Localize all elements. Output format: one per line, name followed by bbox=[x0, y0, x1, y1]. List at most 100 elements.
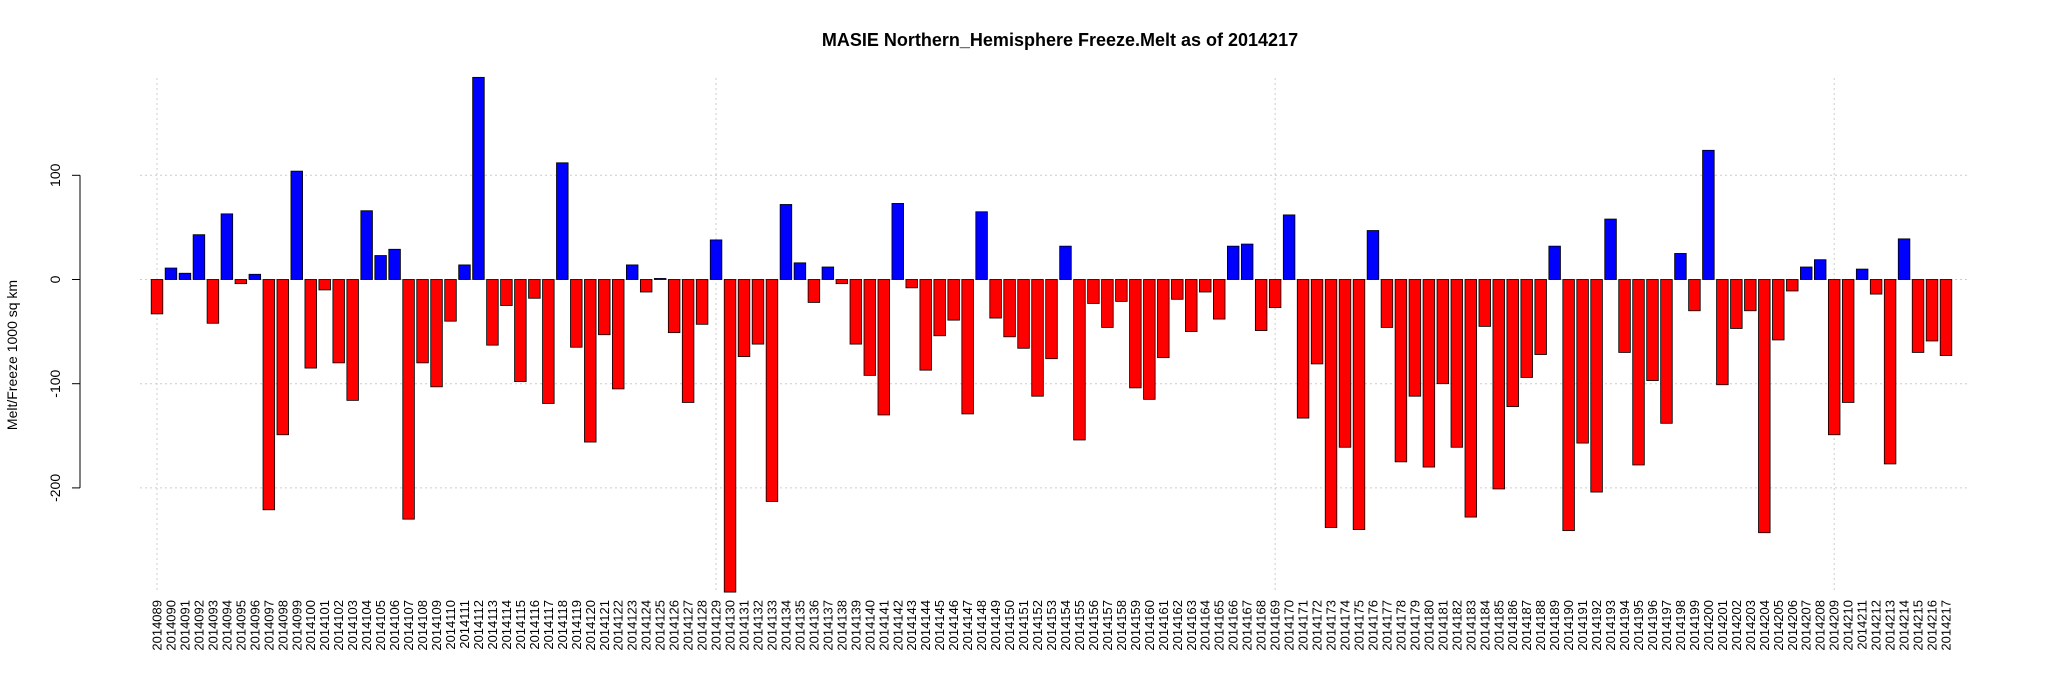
bar-2014110 bbox=[444, 279, 457, 322]
x-tick-label: 2014147 bbox=[960, 600, 975, 651]
x-tick-label: 2014160 bbox=[1142, 600, 1157, 651]
x-tick-label: 2014186 bbox=[1505, 600, 1520, 651]
x-tick-label: 2014196 bbox=[1645, 600, 1660, 651]
x-tick-label: 2014195 bbox=[1631, 600, 1646, 651]
x-tick-label: 2014193 bbox=[1603, 600, 1618, 651]
bar-2014186 bbox=[1506, 279, 1519, 408]
bar-2014121 bbox=[598, 279, 611, 336]
x-tick-label: 2014145 bbox=[932, 600, 947, 651]
bar-2014104 bbox=[360, 210, 373, 280]
x-tick-label: 2014120 bbox=[583, 600, 598, 651]
x-tick-label: 2014170 bbox=[1282, 600, 1297, 651]
bars bbox=[150, 76, 1953, 593]
x-tick-label: 2014168 bbox=[1254, 600, 1269, 651]
x-tick-label: 2014119 bbox=[569, 600, 584, 650]
bar-2014175 bbox=[1352, 279, 1366, 530]
bar-2014147 bbox=[961, 279, 974, 415]
x-tick-label: 2014121 bbox=[597, 600, 612, 651]
bar-2014201 bbox=[1716, 279, 1729, 386]
bar-2014131 bbox=[737, 279, 751, 358]
bar-2014174 bbox=[1338, 279, 1352, 448]
x-tick-label: 2014118 bbox=[555, 600, 570, 650]
x-tick-label: 2014133 bbox=[764, 600, 779, 651]
bar-2014105 bbox=[374, 255, 387, 280]
x-tick-label: 2014210 bbox=[1841, 600, 1856, 651]
x-tick-label: 2014158 bbox=[1114, 600, 1129, 651]
bar-2014144 bbox=[919, 279, 932, 371]
x-tick-label: 2014155 bbox=[1072, 600, 1087, 651]
x-tick-label: 2014185 bbox=[1491, 600, 1506, 651]
x-tick-label: 2014199 bbox=[1687, 600, 1702, 651]
bar-2014212 bbox=[1869, 279, 1883, 295]
x-tick-label: 2014202 bbox=[1729, 600, 1744, 651]
bar-2014139 bbox=[849, 279, 863, 345]
x-tick-label: 2014214 bbox=[1897, 600, 1912, 651]
x-tick-label: 2014148 bbox=[974, 600, 989, 651]
bar-2014093 bbox=[206, 279, 220, 324]
bar-2014177 bbox=[1380, 279, 1394, 328]
bar-2014198 bbox=[1674, 253, 1687, 280]
x-tick-label: 2014209 bbox=[1827, 600, 1842, 651]
bar-2014106 bbox=[388, 248, 401, 280]
x-tick-label: 2014174 bbox=[1338, 600, 1353, 651]
x-tick-label: 2014143 bbox=[904, 600, 919, 651]
x-tick-label: 2014108 bbox=[415, 600, 430, 651]
bar-2014199 bbox=[1688, 279, 1701, 312]
x-tick-label: 2014122 bbox=[611, 600, 626, 651]
x-tick-label: 2014136 bbox=[806, 600, 821, 651]
x-tick-label: 2014153 bbox=[1044, 600, 1059, 651]
x-tick-label: 2014128 bbox=[695, 600, 710, 651]
x-tick-label: 2014207 bbox=[1799, 600, 1814, 651]
bar-2014159 bbox=[1129, 279, 1142, 389]
x-tick-label: 2014130 bbox=[723, 600, 738, 651]
x-tick-label: 2014187 bbox=[1519, 600, 1534, 651]
x-tick-label: 2014124 bbox=[639, 600, 654, 651]
bar-2014183 bbox=[1464, 279, 1477, 518]
x-tick-label: 2014215 bbox=[1911, 600, 1926, 651]
bar-2014138 bbox=[835, 279, 849, 285]
x-tick-label: 2014181 bbox=[1435, 600, 1450, 651]
x-tick-label: 2014200 bbox=[1701, 600, 1716, 651]
x-tick-label: 2014117 bbox=[541, 600, 556, 650]
x-tick-label: 2014178 bbox=[1393, 600, 1408, 651]
x-tick-label: 2014167 bbox=[1240, 600, 1255, 651]
bar-2014167 bbox=[1240, 243, 1254, 280]
x-tick-label: 2014161 bbox=[1156, 600, 1171, 651]
x-tick-label: 2014094 bbox=[219, 600, 234, 651]
x-tick-label: 2014101 bbox=[317, 600, 332, 651]
bar-2014200 bbox=[1702, 149, 1715, 280]
bar-2014148 bbox=[975, 211, 988, 280]
bar-2014118 bbox=[556, 162, 569, 280]
bar-2014143 bbox=[905, 279, 918, 289]
bar-2014089 bbox=[150, 279, 164, 315]
bar-2014090 bbox=[164, 267, 178, 280]
bar-2014184 bbox=[1478, 279, 1491, 327]
bar-2014125 bbox=[653, 278, 667, 280]
x-tick-label: 2014105 bbox=[373, 600, 388, 651]
bar-2014187 bbox=[1520, 279, 1533, 378]
x-tick-label: 2014132 bbox=[750, 600, 765, 651]
x-tick-label: 2014144 bbox=[918, 600, 933, 651]
bar-2014134 bbox=[779, 204, 793, 280]
bar-2014173 bbox=[1324, 279, 1338, 528]
x-tick-label: 2014104 bbox=[359, 600, 374, 651]
bar-2014171 bbox=[1296, 279, 1310, 419]
bar-2014137 bbox=[821, 266, 835, 280]
bar-2014158 bbox=[1115, 279, 1128, 302]
bar-2014136 bbox=[807, 279, 821, 303]
bar-2014156 bbox=[1087, 279, 1100, 304]
y-tick-label: -100 bbox=[47, 369, 63, 397]
bar-2014130 bbox=[723, 279, 737, 593]
x-tick-label: 2014113 bbox=[485, 600, 500, 650]
x-tick-label: 2014182 bbox=[1449, 600, 1464, 651]
bar-2014153 bbox=[1045, 279, 1058, 360]
x-tick-label: 2014190 bbox=[1561, 600, 1576, 651]
x-tick-label: 2014164 bbox=[1198, 600, 1213, 651]
x-tick-label: 2014151 bbox=[1016, 600, 1031, 651]
x-tick-label: 2014089 bbox=[150, 600, 165, 651]
x-tick-label: 2014159 bbox=[1128, 600, 1143, 651]
x-tick-label: 2014171 bbox=[1296, 600, 1311, 651]
bar-2014207 bbox=[1800, 266, 1813, 280]
x-tick-label: 2014123 bbox=[625, 600, 640, 651]
bar-2014163 bbox=[1185, 279, 1198, 332]
